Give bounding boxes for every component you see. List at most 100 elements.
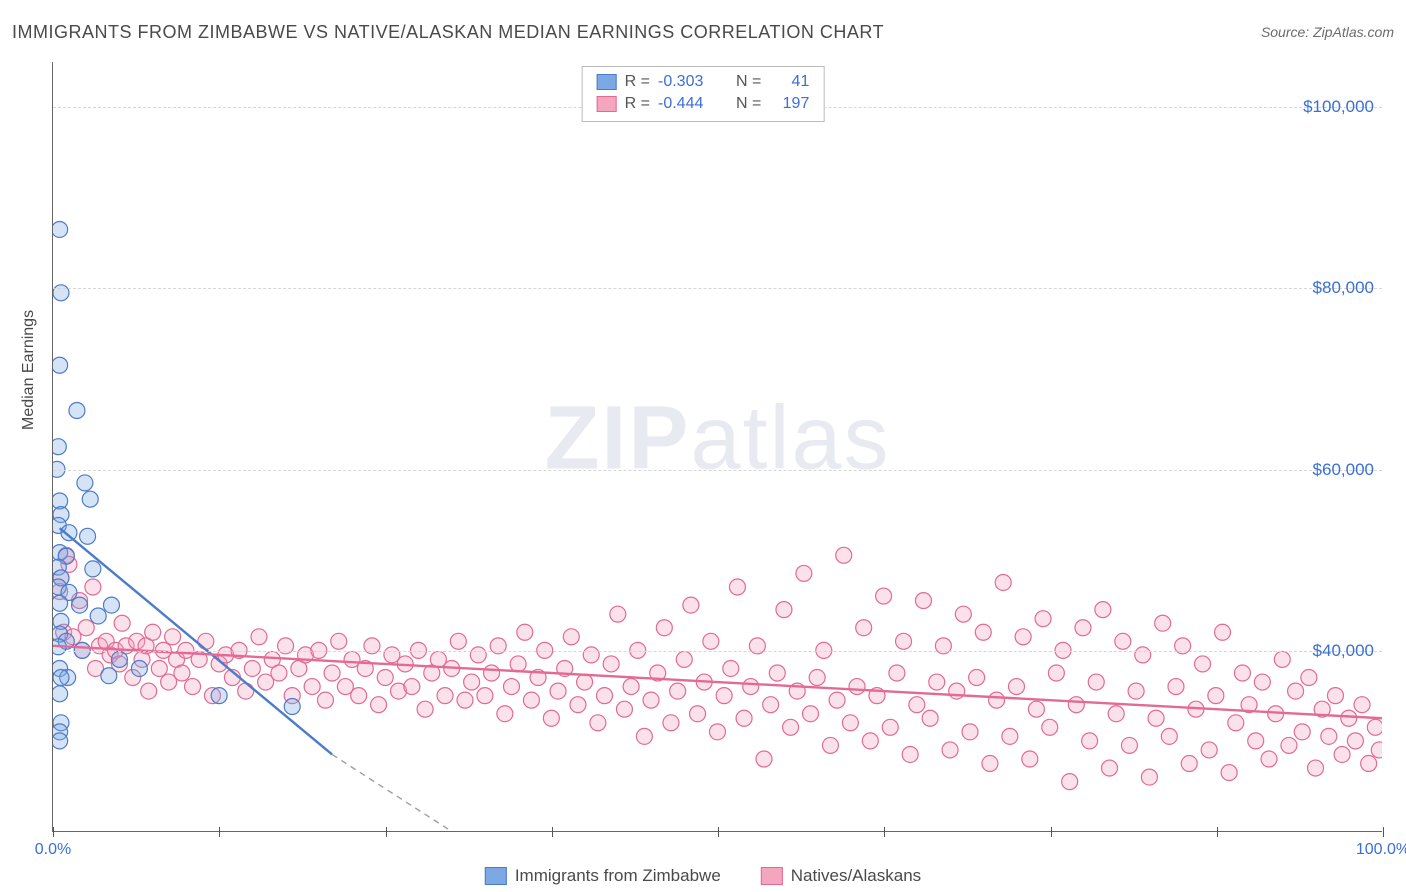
data-point [1035,611,1051,627]
data-point [1068,697,1084,713]
y-tick-label: $60,000 [1313,460,1374,480]
data-point [53,733,68,749]
data-point [729,579,745,595]
data-point [457,692,473,708]
plot-area: ZIPatlas $40,000$60,000$80,000$100,0000.… [52,62,1382,832]
n-label: N = [736,93,761,115]
data-point [1181,756,1197,772]
data-point [955,606,971,622]
n-value: 197 [769,93,809,115]
data-point [616,701,632,717]
data-point [1221,765,1237,781]
legend-series-label: Natives/Alaskans [791,866,921,886]
data-point [603,656,619,672]
n-label: N = [736,71,761,93]
data-point [1002,728,1018,744]
data-point [304,679,320,695]
data-point [962,724,978,740]
data-point [756,751,772,767]
legend-swatch [485,867,507,885]
data-point [763,697,779,713]
data-point [670,683,686,699]
data-point [909,697,925,713]
data-point [82,491,98,507]
data-point [736,710,752,726]
data-point [1248,733,1264,749]
data-point [377,670,393,686]
data-point [690,706,706,722]
data-point [896,633,912,649]
data-point [1168,679,1184,695]
x-tick-label: 100.0% [1356,841,1406,859]
data-point [331,633,347,649]
y-tick-label: $100,000 [1303,97,1374,117]
data-point [131,660,147,676]
data-point [238,683,254,699]
data-point [151,660,167,676]
data-point [1048,665,1064,681]
x-tick [552,827,553,837]
data-point [85,561,101,577]
data-point [1254,674,1270,690]
data-point [769,665,785,681]
data-point [111,651,127,667]
legend-swatch [761,867,783,885]
data-point [623,679,639,695]
data-point [882,719,898,735]
data-point [929,674,945,690]
data-point [1274,651,1290,667]
legend-series: Immigrants from ZimbabweNatives/Alaskans [485,866,921,886]
data-point [969,670,985,686]
data-point [1148,710,1164,726]
data-point [683,597,699,613]
data-point [1075,620,1091,636]
data-point [1341,710,1357,726]
data-point [53,595,68,611]
data-point [902,746,918,762]
data-point [165,629,181,645]
x-tick [386,827,387,837]
data-point [1028,701,1044,717]
legend-series-item: Natives/Alaskans [761,866,921,886]
data-point [1115,633,1131,649]
data-point [80,528,96,544]
data-point [53,686,68,702]
data-point [543,710,559,726]
data-point [53,221,68,237]
data-point [53,357,68,373]
data-point [1261,751,1277,767]
data-point [1015,629,1031,645]
data-point [975,624,991,640]
data-point [1354,697,1370,713]
legend-swatch [597,96,617,112]
gridline [53,288,1382,289]
data-point [464,674,480,690]
data-point [803,706,819,722]
data-point [504,679,520,695]
data-point [876,588,892,604]
data-point [856,620,872,636]
data-point [1301,670,1317,686]
data-point [1234,665,1250,681]
x-tick [884,827,885,837]
data-point [636,728,652,744]
gridline [53,470,1382,471]
data-point [842,715,858,731]
data-point [563,629,579,645]
data-point [244,660,260,676]
data-point [610,606,626,622]
data-point [656,620,672,636]
data-point [417,701,433,717]
y-tick-label: $40,000 [1313,641,1374,661]
data-point [1367,719,1382,735]
data-point [211,688,227,704]
data-point [676,651,692,667]
data-point [1082,733,1098,749]
data-point [1102,760,1118,776]
n-value: 41 [769,71,809,93]
data-point [989,692,1005,708]
title-bar: IMMIGRANTS FROM ZIMBABWE VS NATIVE/ALASK… [12,18,1394,46]
legend-stats: R =-0.303N =41R =-0.444N =197 [582,66,825,122]
data-point [829,692,845,708]
x-tick [1051,827,1052,837]
